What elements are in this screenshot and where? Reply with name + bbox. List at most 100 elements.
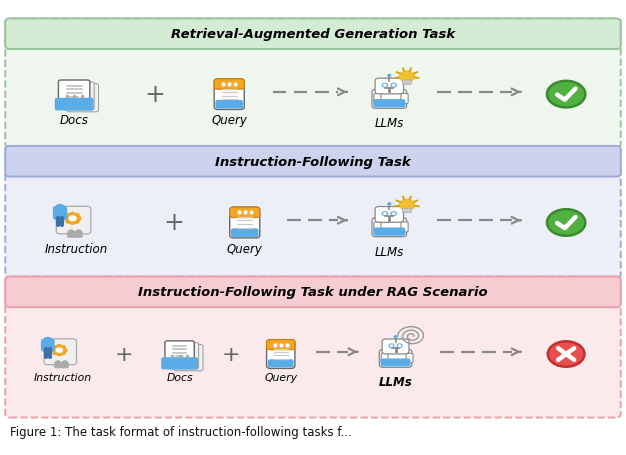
Circle shape	[58, 345, 61, 347]
FancyBboxPatch shape	[5, 20, 621, 50]
Circle shape	[394, 336, 397, 338]
Text: Retrieval-Augmented Generation Task: Retrieval-Augmented Generation Task	[171, 28, 455, 41]
Circle shape	[53, 353, 56, 354]
Circle shape	[64, 218, 68, 220]
FancyBboxPatch shape	[161, 358, 198, 369]
Circle shape	[382, 212, 387, 216]
FancyBboxPatch shape	[173, 345, 203, 371]
Circle shape	[52, 349, 54, 351]
Ellipse shape	[547, 81, 585, 108]
Text: LLMs: LLMs	[375, 245, 404, 258]
FancyBboxPatch shape	[381, 354, 388, 363]
Text: +: +	[115, 344, 134, 364]
FancyBboxPatch shape	[403, 209, 411, 213]
Circle shape	[389, 344, 394, 348]
FancyBboxPatch shape	[5, 277, 621, 418]
FancyBboxPatch shape	[54, 362, 62, 369]
FancyBboxPatch shape	[5, 147, 621, 177]
Circle shape	[44, 338, 52, 344]
Circle shape	[71, 213, 74, 215]
Circle shape	[56, 348, 63, 353]
Circle shape	[399, 200, 414, 211]
Circle shape	[71, 222, 74, 225]
Circle shape	[384, 213, 386, 215]
FancyBboxPatch shape	[372, 218, 407, 237]
FancyBboxPatch shape	[58, 81, 90, 109]
FancyBboxPatch shape	[267, 340, 295, 350]
Text: +: +	[222, 344, 240, 364]
Circle shape	[65, 213, 80, 224]
Circle shape	[63, 361, 67, 364]
Text: Query: Query	[212, 114, 247, 127]
Circle shape	[66, 214, 69, 217]
FancyBboxPatch shape	[382, 339, 409, 354]
Text: LLMs: LLMs	[379, 375, 413, 388]
FancyBboxPatch shape	[74, 232, 83, 238]
FancyBboxPatch shape	[165, 341, 194, 367]
FancyBboxPatch shape	[268, 359, 294, 368]
Text: Instruction-Following Task under RAG Scenario: Instruction-Following Task under RAG Sce…	[138, 286, 488, 299]
FancyBboxPatch shape	[54, 99, 93, 111]
FancyBboxPatch shape	[231, 229, 259, 238]
FancyBboxPatch shape	[375, 207, 404, 223]
Circle shape	[76, 231, 81, 234]
Circle shape	[399, 345, 401, 347]
FancyBboxPatch shape	[215, 101, 243, 109]
Circle shape	[63, 346, 65, 348]
FancyBboxPatch shape	[56, 207, 91, 234]
Text: LLMs: LLMs	[375, 117, 404, 130]
Circle shape	[393, 213, 395, 215]
FancyBboxPatch shape	[44, 339, 76, 365]
Text: Docs: Docs	[167, 372, 193, 382]
FancyBboxPatch shape	[401, 222, 408, 233]
FancyBboxPatch shape	[374, 94, 381, 104]
FancyBboxPatch shape	[67, 232, 75, 238]
FancyBboxPatch shape	[169, 343, 198, 369]
Text: +: +	[163, 211, 184, 235]
FancyBboxPatch shape	[41, 339, 54, 352]
FancyBboxPatch shape	[214, 80, 244, 110]
Circle shape	[76, 221, 79, 223]
FancyBboxPatch shape	[372, 90, 407, 109]
Circle shape	[382, 84, 387, 88]
Ellipse shape	[547, 210, 585, 236]
Circle shape	[399, 72, 414, 83]
Text: Figure 1: The task format of instruction-following tasks f...: Figure 1: The task format of instruction…	[10, 425, 352, 439]
Circle shape	[388, 75, 391, 77]
Circle shape	[391, 84, 396, 88]
FancyBboxPatch shape	[230, 207, 260, 218]
Circle shape	[58, 354, 61, 356]
Circle shape	[56, 361, 61, 364]
FancyBboxPatch shape	[373, 100, 406, 108]
Circle shape	[66, 221, 69, 223]
Circle shape	[384, 85, 386, 87]
Text: +: +	[145, 83, 165, 107]
Circle shape	[53, 345, 66, 355]
FancyBboxPatch shape	[230, 207, 260, 238]
Circle shape	[63, 353, 65, 354]
Text: Query: Query	[264, 372, 297, 382]
Text: Instruction: Instruction	[33, 372, 91, 382]
FancyBboxPatch shape	[63, 83, 94, 111]
Circle shape	[64, 349, 67, 351]
Circle shape	[56, 205, 64, 212]
Circle shape	[69, 217, 76, 221]
Text: Instruction-Following Task: Instruction-Following Task	[215, 156, 411, 168]
FancyBboxPatch shape	[373, 228, 406, 236]
FancyBboxPatch shape	[379, 350, 412, 368]
Circle shape	[398, 344, 402, 348]
Circle shape	[78, 218, 81, 220]
Circle shape	[69, 231, 74, 234]
FancyBboxPatch shape	[67, 85, 98, 112]
FancyBboxPatch shape	[381, 359, 411, 367]
FancyBboxPatch shape	[61, 362, 69, 369]
FancyBboxPatch shape	[406, 354, 413, 363]
FancyBboxPatch shape	[401, 94, 408, 104]
FancyBboxPatch shape	[267, 340, 295, 369]
FancyBboxPatch shape	[5, 277, 621, 308]
Circle shape	[391, 212, 396, 216]
Circle shape	[388, 203, 391, 205]
Text: Instruction: Instruction	[44, 243, 108, 256]
FancyBboxPatch shape	[214, 80, 244, 90]
Circle shape	[391, 345, 393, 347]
